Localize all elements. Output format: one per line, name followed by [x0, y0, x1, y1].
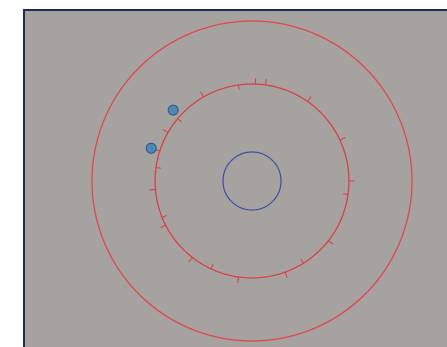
- track-tick: [237, 277, 239, 284]
- track-tick: [339, 137, 346, 141]
- track-tick: [284, 272, 288, 278]
- track-tick: [155, 167, 161, 169]
- track-tick: [210, 264, 214, 270]
- track-tick: [188, 257, 193, 263]
- track-tick: [162, 129, 169, 133]
- track-tick: [159, 224, 166, 229]
- track-tick: [300, 258, 304, 264]
- circle-dot-icon[interactable]: [145, 142, 157, 154]
- player-markers: [145, 104, 179, 154]
- circle-outline-icon: [222, 151, 282, 211]
- circle-dot-icon[interactable]: [167, 104, 179, 116]
- track-tick: [200, 91, 204, 98]
- outer-ring: [91, 20, 413, 342]
- track-ticks: [149, 78, 355, 284]
- track-tick: [149, 189, 156, 191]
- track-tick: [328, 240, 334, 245]
- game-viewport[interactable]: [23, 9, 447, 347]
- game-board[interactable]: [25, 11, 447, 347]
- track-tick: [238, 84, 240, 90]
- track-tick: [265, 78, 267, 85]
- track-tick: [177, 118, 182, 123]
- board-background: [25, 11, 447, 347]
- track-tick: [307, 96, 312, 102]
- track-tick: [343, 193, 349, 195]
- track-tick: [161, 215, 167, 218]
